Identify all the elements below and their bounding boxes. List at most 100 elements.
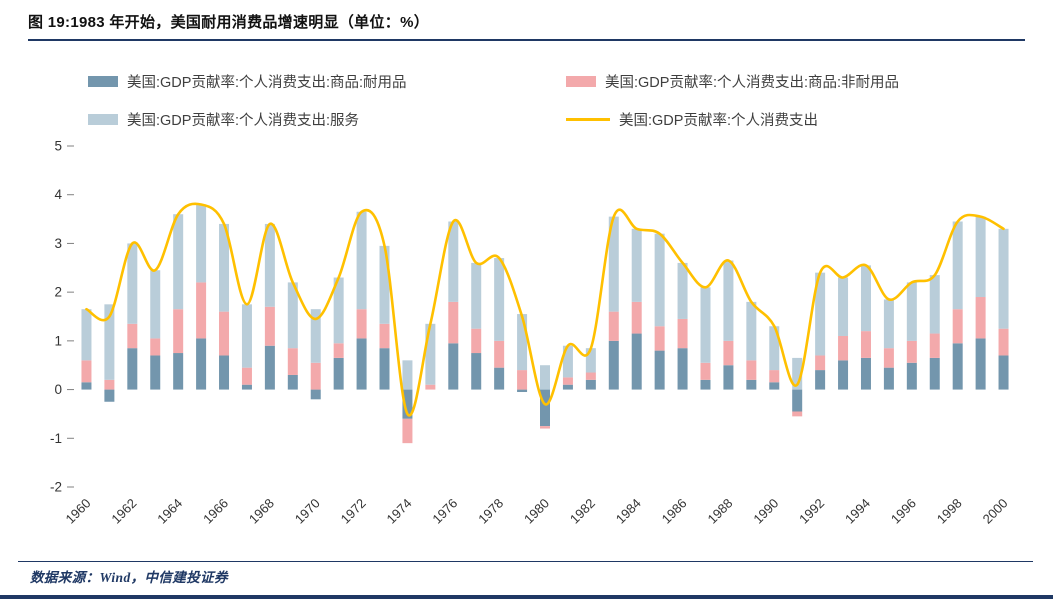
bar-segment <box>402 389 413 419</box>
figure-header: 图 19:1983 年开始，美国耐用消费品增速明显（单位：%） <box>0 0 1053 32</box>
bar-segment <box>402 360 413 390</box>
bar-segment <box>425 323 436 385</box>
data-source: 数据来源：Wind，中信建投证券 <box>30 570 228 585</box>
bar-segment <box>585 348 596 373</box>
bar-segment <box>356 338 367 390</box>
bar-segment <box>540 389 550 427</box>
bar-segment <box>998 228 1009 329</box>
bar-segment <box>792 411 803 417</box>
x-tick-label: 1990 <box>750 496 781 527</box>
bar-segment <box>287 282 298 349</box>
bar-segment <box>448 301 459 344</box>
bar-segment <box>562 345 573 378</box>
bar-segment <box>700 287 711 363</box>
bar-segment <box>654 233 665 327</box>
x-tick-label: 2000 <box>980 496 1011 527</box>
bar-segment <box>81 309 92 361</box>
bar-segment <box>929 333 940 358</box>
bar-segment <box>219 311 230 356</box>
bar-segment <box>104 389 115 402</box>
bar-segment <box>883 348 894 368</box>
bar-segment <box>241 367 252 385</box>
bar-segment <box>746 360 757 380</box>
bar-segment <box>219 355 230 390</box>
bar-segment <box>402 418 413 444</box>
bar-segment <box>860 331 871 358</box>
bar-segment <box>517 314 528 371</box>
bar-segment <box>310 362 321 390</box>
bar-segment <box>196 282 207 339</box>
chart-legend: 美国:GDP贡献率:个人消费支出:商品:耐用品 美国:GDP贡献率:个人消费支出… <box>88 71 988 130</box>
legend-item-services: 美国:GDP贡献率:个人消费支出:服务 <box>88 109 566 130</box>
bar-segment <box>998 355 1009 390</box>
bar-segment <box>517 389 528 393</box>
bar-segment <box>241 384 252 390</box>
y-tick-label: 2 <box>54 285 62 300</box>
bar-segment <box>379 245 390 324</box>
bar-segment <box>310 389 321 400</box>
bar-segment <box>425 384 436 390</box>
bar-segment <box>562 377 573 385</box>
bar-segment <box>127 348 138 390</box>
bottom-band <box>0 595 1053 599</box>
bar-segment <box>379 348 390 390</box>
x-tick-label: 1992 <box>796 496 827 527</box>
bar-segment <box>860 357 871 390</box>
legend-item-nondurables: 美国:GDP贡献率:个人消费支出:商品:非耐用品 <box>566 71 988 92</box>
bar-segment <box>631 228 642 302</box>
bar-segment <box>471 262 482 329</box>
bar-segment <box>838 360 849 390</box>
bar-segment <box>264 306 275 346</box>
bar-segment <box>104 304 115 380</box>
bar-segment <box>998 328 1009 356</box>
bar-segment <box>792 389 803 412</box>
bar-segment <box>608 311 619 341</box>
services-swatch-icon <box>88 114 118 125</box>
bar-segment <box>975 297 986 339</box>
legend-label-durables: 美国:GDP贡献率:个人消费支出:商品:耐用品 <box>127 75 407 91</box>
x-tick-label: 1962 <box>108 496 139 527</box>
bar-segment <box>631 301 642 334</box>
bar-segment <box>471 353 482 390</box>
x-tick-label: 1986 <box>659 496 690 527</box>
total-pce-line <box>85 202 1005 417</box>
bar-segment <box>952 343 963 390</box>
x-tick-label: 1982 <box>567 496 598 527</box>
x-tick-label: 1980 <box>521 496 552 527</box>
x-tick-label: 1998 <box>934 496 965 527</box>
bar-segment <box>104 379 115 390</box>
x-tick-label: 1968 <box>246 496 277 527</box>
y-tick-label: 4 <box>54 187 62 202</box>
legend-item-total: 美国:GDP贡献率:个人消费支出 <box>566 109 988 130</box>
bar-segment <box>356 309 367 339</box>
x-tick-label: 1974 <box>384 496 415 527</box>
legend-label-nondurables: 美国:GDP贡献率:个人消费支出:商品:非耐用品 <box>605 75 900 91</box>
bar-segment <box>540 365 550 390</box>
bar-segment <box>173 353 184 390</box>
bar-segment <box>219 223 230 312</box>
bar-segment <box>975 338 986 390</box>
footer-rule <box>18 561 1033 562</box>
bar-segment <box>769 326 780 371</box>
bar-segment <box>448 221 459 302</box>
bar-segment <box>723 260 734 341</box>
bar-segment <box>952 309 963 344</box>
total-line-swatch-icon <box>566 118 610 121</box>
bar-segment <box>838 277 849 336</box>
y-tick-label: 1 <box>54 333 62 348</box>
legend-label-services: 美国:GDP贡献率:个人消费支出:服务 <box>127 113 360 129</box>
bar-segment <box>333 357 344 390</box>
bar-segment <box>471 328 482 354</box>
x-tick-label: 1960 <box>63 496 94 527</box>
bar-segment <box>677 348 688 390</box>
bar-segment <box>241 304 252 368</box>
bar-segment <box>906 282 917 341</box>
bar-segment <box>792 357 803 390</box>
x-tick-label: 1988 <box>704 496 735 527</box>
bar-segment <box>448 343 459 390</box>
bar-segment <box>815 370 826 390</box>
bar-segment <box>906 362 917 390</box>
bar-segment <box>883 299 894 349</box>
bar-segment <box>883 367 894 390</box>
legend-label-total: 美国:GDP贡献率:个人消费支出 <box>619 113 818 129</box>
